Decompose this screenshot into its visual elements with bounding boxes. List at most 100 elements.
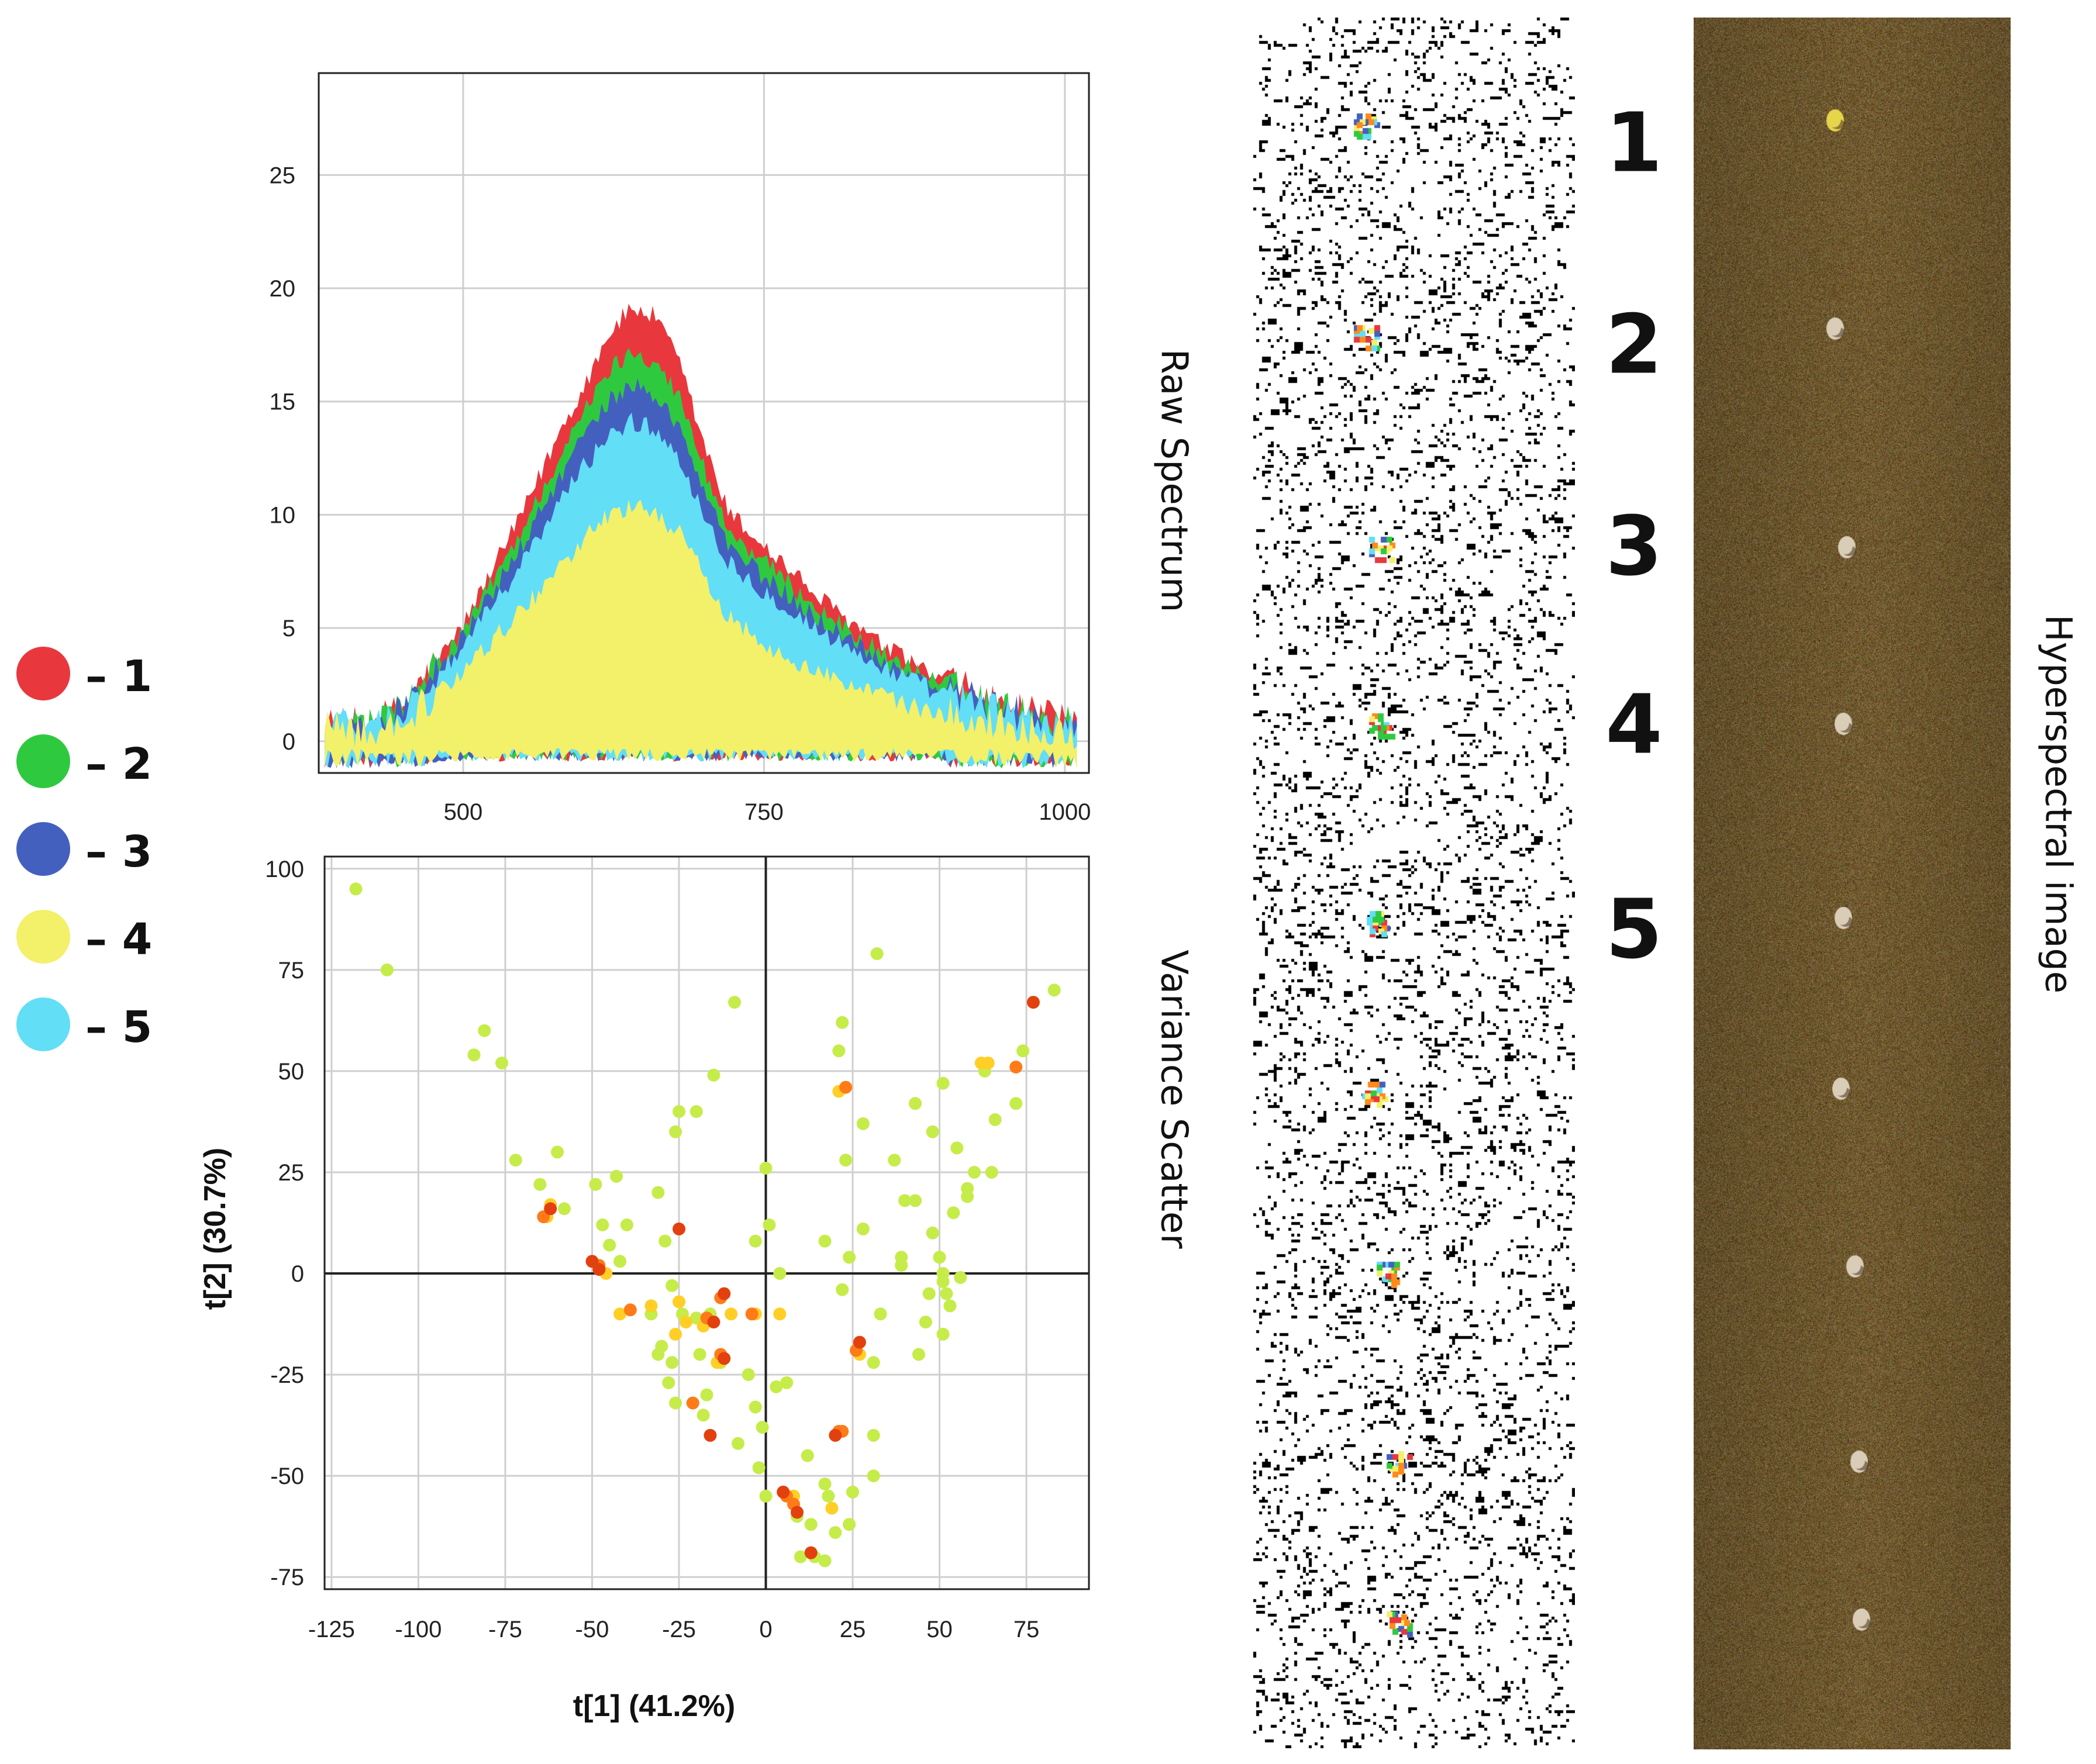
scatter-point-low	[693, 1348, 706, 1361]
scatter-point-low	[856, 1117, 870, 1130]
scatter-point-low	[867, 1428, 880, 1442]
scatter-point-peak	[707, 1316, 720, 1329]
scatter-point-mid	[725, 1307, 738, 1321]
scatter-point-low	[895, 1259, 908, 1272]
scatter-plot-frame	[323, 855, 1090, 1590]
scatter-point-low	[950, 1141, 964, 1155]
scatter-point-low	[673, 1105, 685, 1119]
scatter-point-peak	[791, 1506, 804, 1519]
scatter-point-low	[933, 1251, 946, 1264]
scatter-point-low	[659, 1234, 672, 1248]
scatter-point-low	[846, 1485, 859, 1499]
scatter-point-low	[662, 1376, 675, 1389]
scatter-point-low	[749, 1234, 762, 1248]
scatter-point-low	[669, 1125, 682, 1138]
scatter-point-low	[843, 1518, 856, 1531]
scatter-point-low	[666, 1356, 679, 1369]
scatter-point-peak	[804, 1546, 818, 1559]
scatter-point-peak	[544, 1202, 557, 1216]
scatter-point-low	[912, 1348, 925, 1361]
scatter-y-tick-label: -50	[270, 1463, 304, 1489]
scatter-x-tick-label: -75	[488, 1617, 522, 1642]
scatter-x-tick-label: 25	[840, 1617, 866, 1642]
scatter-point-low	[898, 1194, 912, 1207]
scatter-point-mid	[981, 1057, 995, 1070]
scatter-point-peak	[718, 1287, 731, 1300]
hyperspectral-image	[1694, 18, 2011, 1749]
scatter-y-tick-label: 0	[291, 1261, 304, 1287]
spectrum-y-tick-label: 10	[270, 502, 296, 528]
scatter-point-low	[728, 996, 741, 1009]
scatter-point-low	[603, 1238, 616, 1252]
scatter-point-high	[745, 1307, 759, 1321]
scatter-x-tick-label: -25	[662, 1617, 696, 1642]
scatter-point-low	[985, 1166, 998, 1179]
scatter-point-high	[1009, 1061, 1023, 1073]
scatter-point-peak	[853, 1335, 866, 1349]
spectrum-x-tick-label: 750	[744, 799, 784, 825]
scatter-point-low	[961, 1190, 974, 1203]
scatter-point-low	[697, 1409, 710, 1422]
scatter-point-low	[832, 1044, 846, 1058]
raw-spectrum-label: Raw Spectrum	[1153, 348, 1196, 613]
scatter-point-low	[947, 1206, 960, 1220]
scatter-point-low	[495, 1057, 508, 1070]
scatter-point-low	[620, 1218, 633, 1231]
scatter-point-low	[478, 1024, 491, 1037]
scatter-point-low	[954, 1271, 967, 1284]
scatter-point-peak	[777, 1485, 790, 1499]
scatter-point-low	[909, 1194, 922, 1207]
scatter-point-low	[836, 1016, 849, 1029]
scatter-point-low	[936, 1327, 950, 1341]
scatter-point-low	[467, 1048, 481, 1062]
legend-swatch-5	[16, 997, 70, 1051]
scatter-point-low	[773, 1267, 787, 1280]
scatter-point-low	[613, 1255, 626, 1268]
scatter-point-low	[707, 1068, 720, 1082]
scatter-point-low	[922, 1287, 936, 1300]
legend-item-2: – 2	[16, 731, 157, 795]
spectrum-y-tick-label: 0	[282, 729, 295, 755]
scatter-point-low	[380, 963, 394, 976]
scatter-y-tick-label: -75	[270, 1565, 304, 1590]
scatter-point-peak	[704, 1428, 717, 1442]
scatter-y-tick-label: 75	[278, 958, 305, 983]
scatter-point-low	[349, 882, 363, 896]
scatter-point-low	[732, 1437, 744, 1450]
hyperspectral-image-label: Hyperspectral image	[2037, 614, 2080, 994]
scatter-x-tick-label: -125	[308, 1617, 355, 1642]
scatter-point-mid	[613, 1307, 626, 1321]
scatter-point-low	[669, 1396, 682, 1410]
scatter-point-low	[610, 1169, 623, 1183]
scatter-point-low	[770, 1380, 783, 1393]
classification-map	[1253, 18, 1575, 1748]
spectrum-x-tick-label: 500	[444, 799, 483, 825]
sample-number-3: 3	[1605, 499, 1663, 595]
scatter-point-peak	[1026, 996, 1040, 1009]
scatter-point-low	[1016, 1044, 1030, 1058]
scatter-point-peak	[718, 1352, 731, 1365]
scatter-point-low	[839, 1154, 853, 1167]
scatter-y-tick-label: 100	[265, 857, 304, 882]
scatter-point-mid	[669, 1327, 682, 1341]
scatter-point-low	[749, 1400, 762, 1414]
scatter-point-low	[666, 1279, 679, 1292]
scatter-point-peak	[673, 1222, 685, 1235]
scatter-point-mid	[673, 1295, 685, 1309]
scatter-point-low	[867, 1356, 880, 1369]
legend-item-4: – 4	[16, 906, 157, 971]
scatter-point-low	[690, 1105, 703, 1119]
scatter-point-low	[1047, 983, 1061, 997]
scatter-point-low	[888, 1154, 901, 1167]
scatter-point-low	[909, 1097, 922, 1110]
scatter-point-low	[759, 1489, 773, 1503]
scatter-x-tick-label: 50	[926, 1617, 953, 1642]
scatter-point-low	[700, 1388, 713, 1401]
scatter-y-tick-label: -25	[270, 1362, 304, 1388]
scatter-point-low	[804, 1518, 818, 1531]
scatter-x-tick-label: -100	[395, 1617, 442, 1642]
scatter-point-low	[919, 1316, 932, 1329]
scatter-x-tick-label: -50	[575, 1617, 609, 1642]
